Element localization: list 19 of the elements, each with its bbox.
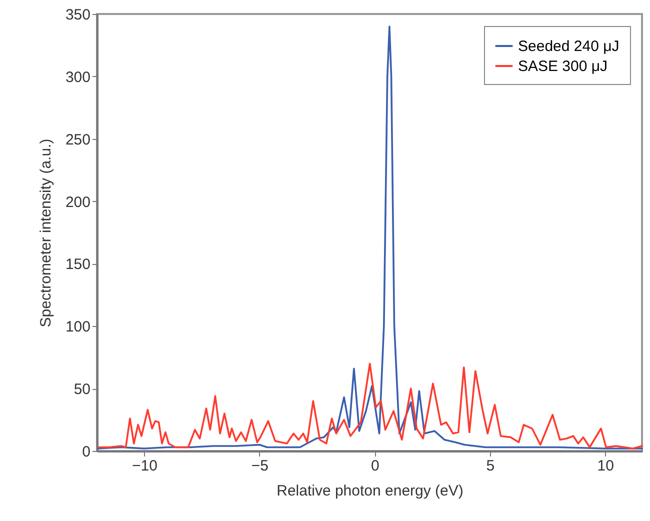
line-series: [98, 362, 643, 450]
y-tick-label: 350: [65, 6, 90, 24]
line-series: [97, 26, 643, 450]
x-tick-label: 0: [371, 458, 380, 474]
legend-label: SASE 300 μJ: [518, 58, 608, 75]
y-tick-label: 200: [65, 194, 90, 211]
y-tick-label: 150: [65, 256, 90, 274]
y-tick-label: 100: [65, 318, 90, 336]
x-tick-label: −5: [251, 458, 269, 474]
x-tick-label: −10: [132, 458, 158, 474]
x-tick-label: 10: [597, 458, 614, 474]
x-axis-title: Relative photon energy (eV): [276, 482, 464, 500]
y-tick-label: 250: [65, 131, 90, 148]
x-tick-label: 5: [486, 458, 495, 474]
y-axis-title: Spectrometer intensity (a.u.): [37, 138, 54, 328]
legend-label: Seeded 240 μJ: [518, 38, 620, 55]
y-tick-label: 300: [65, 68, 90, 86]
y-tick-label: 50: [74, 381, 90, 398]
y-tick-label: 0: [82, 444, 90, 460]
